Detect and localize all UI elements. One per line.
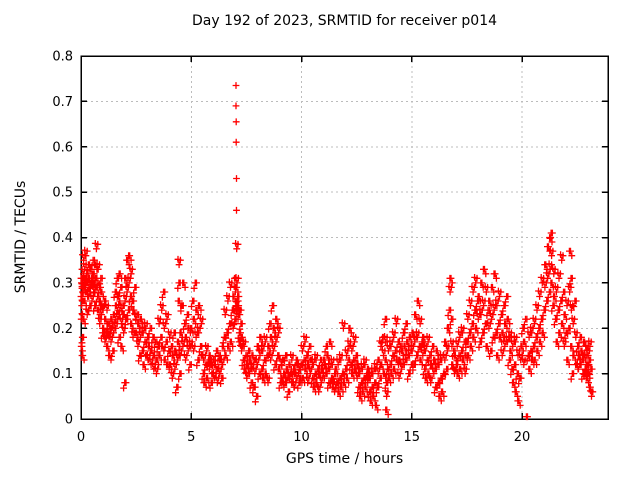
x-tick-label: 10	[293, 430, 310, 445]
y-tick-label: 0.1	[52, 367, 73, 382]
chart-title: Day 192 of 2023, SRMTID for receiver p01…	[191, 13, 498, 29]
y-axis-label: SRMTID / TECUs	[13, 180, 29, 294]
y-tick-label: 0.7	[52, 95, 73, 110]
y-tick-label: 0.8	[52, 50, 73, 65]
x-tick-label: 15	[404, 430, 421, 445]
x-axis-label: GPS time / hours	[285, 451, 404, 467]
scatter-points	[77, 82, 597, 421]
y-tick-label: 0.6	[52, 140, 73, 155]
x-tick-label: 5	[187, 430, 195, 445]
y-tick-label: 0.2	[52, 322, 73, 337]
x-tick-label: 0	[77, 430, 85, 445]
y-tick-label: 0.3	[52, 276, 73, 291]
x-tick-label: 20	[514, 430, 531, 445]
y-tick-label: 0.4	[52, 231, 73, 246]
y-tick-label: 0	[65, 413, 73, 428]
y-tick-label: 0.5	[52, 186, 73, 201]
